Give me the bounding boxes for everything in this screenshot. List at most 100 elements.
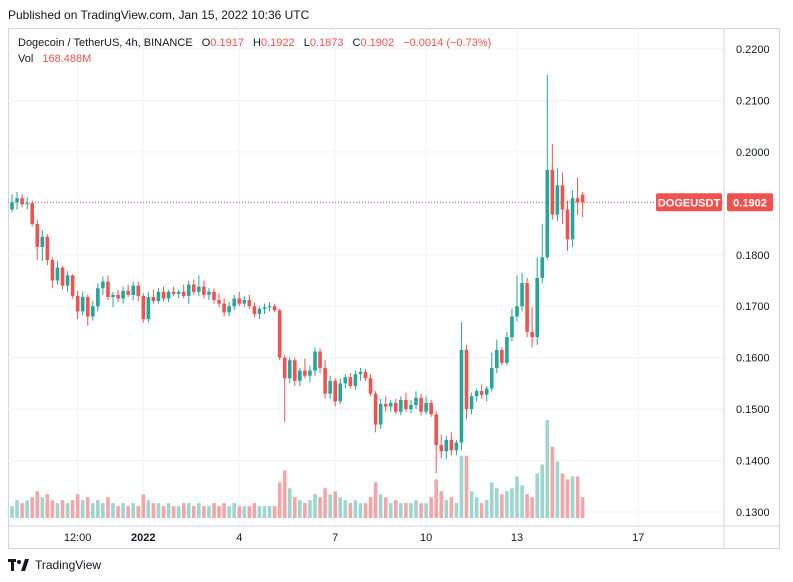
volume-bar [232, 503, 236, 518]
candle-body [353, 374, 358, 386]
volume-bar [474, 497, 479, 518]
volume-bar [247, 506, 252, 518]
volume-bar [580, 497, 585, 518]
volume-bar [525, 494, 529, 518]
candle-body [60, 267, 65, 286]
candle-body [525, 283, 529, 332]
candle-body [520, 283, 524, 307]
candle-body [186, 284, 191, 296]
candle-body [197, 286, 201, 292]
volume-bar [293, 497, 297, 518]
legend-ohlc-row: Dogecoin / TetherUS, 4h, BINANCE O0.1917… [18, 35, 491, 51]
volume-bar [171, 506, 176, 518]
candlestick-chart[interactable]: 0.22000.21000.20000.19000.18000.17000.16… [8, 28, 780, 549]
volume-bar [560, 473, 565, 518]
candle-body [232, 298, 236, 307]
volume-bar [414, 500, 418, 518]
candle-body [262, 307, 267, 309]
volume-bar [495, 488, 499, 518]
volume-bar [272, 506, 277, 518]
legend-high-value: 0.1922 [260, 37, 295, 49]
volume-bar [505, 491, 509, 518]
candle-body [287, 360, 292, 379]
candle-body [323, 367, 327, 394]
volume-bar [479, 503, 484, 518]
volume-bar [318, 497, 322, 518]
volume-bar [252, 503, 257, 518]
volume-bar [156, 503, 161, 518]
candle-body [85, 296, 90, 317]
volume-bar [303, 503, 307, 518]
candle-body [121, 290, 125, 299]
candle-body [237, 298, 242, 304]
volume-bar [464, 455, 469, 518]
candle-body [298, 370, 302, 381]
volume-bar [116, 506, 120, 518]
candle-body [282, 357, 287, 379]
candle-body [96, 288, 100, 307]
volume-bar [101, 503, 105, 518]
candle-body [575, 198, 580, 203]
candle-body [15, 198, 19, 203]
candle-body [535, 277, 539, 338]
candle-body [106, 281, 110, 297]
volume-bar [106, 497, 110, 518]
candle-body [171, 291, 176, 294]
candle-body [484, 388, 489, 395]
candle-body [277, 310, 282, 358]
volume-bar [70, 500, 75, 518]
candle-body [404, 399, 408, 410]
volume-bar [111, 503, 115, 518]
volume-bar [313, 494, 317, 518]
candle-body [192, 284, 196, 292]
candle-body [35, 223, 40, 248]
candle-body [570, 198, 575, 240]
volume-bar [515, 476, 519, 518]
candle-body [136, 285, 141, 296]
volume-bar [555, 461, 560, 518]
candle-body [434, 414, 438, 446]
candle-body [343, 377, 348, 384]
volume-bar [45, 494, 50, 518]
candle-body [394, 402, 398, 412]
y-axis-tick-label: 0.1300 [736, 507, 770, 519]
y-axis-tick-label: 0.2200 [736, 44, 770, 56]
volume-bar [30, 497, 34, 518]
volume-bar [96, 500, 100, 518]
x-axis-tick-label: 12:00 [64, 532, 92, 544]
volume-bar [439, 491, 444, 518]
volume-bar [80, 500, 85, 518]
candle-body [151, 296, 156, 302]
candle-body [45, 236, 50, 260]
volume-bar [217, 506, 221, 518]
candle-body [176, 291, 181, 294]
candle-body [212, 291, 216, 301]
candle-body [70, 275, 75, 296]
candle-body [252, 306, 257, 314]
candle-body [146, 296, 151, 320]
candle-body [489, 367, 494, 389]
legend-open-value: 0.1917 [210, 37, 244, 49]
volume-bar [257, 506, 262, 518]
volume-bar [287, 488, 292, 518]
candle-body [166, 291, 171, 299]
volume-bar [328, 494, 332, 518]
candle-body [540, 257, 545, 278]
volume-bar [207, 506, 211, 518]
candle-body [555, 185, 560, 215]
volume-bar [55, 503, 60, 518]
volume-bar [161, 506, 166, 518]
footer-brand[interactable]: TradingView [8, 556, 101, 574]
candle-body [378, 403, 383, 425]
volume-bar [449, 497, 454, 518]
candle-body [409, 404, 413, 410]
candle-body [80, 296, 85, 312]
volume-bar [121, 503, 125, 518]
candle-body [414, 397, 418, 405]
candle-body [131, 285, 135, 295]
y-axis-tick-label: 0.2000 [736, 147, 770, 159]
candle-body [20, 198, 24, 205]
volume-bar [308, 500, 312, 518]
volume-bar [353, 500, 358, 518]
volume-bar [141, 494, 146, 518]
